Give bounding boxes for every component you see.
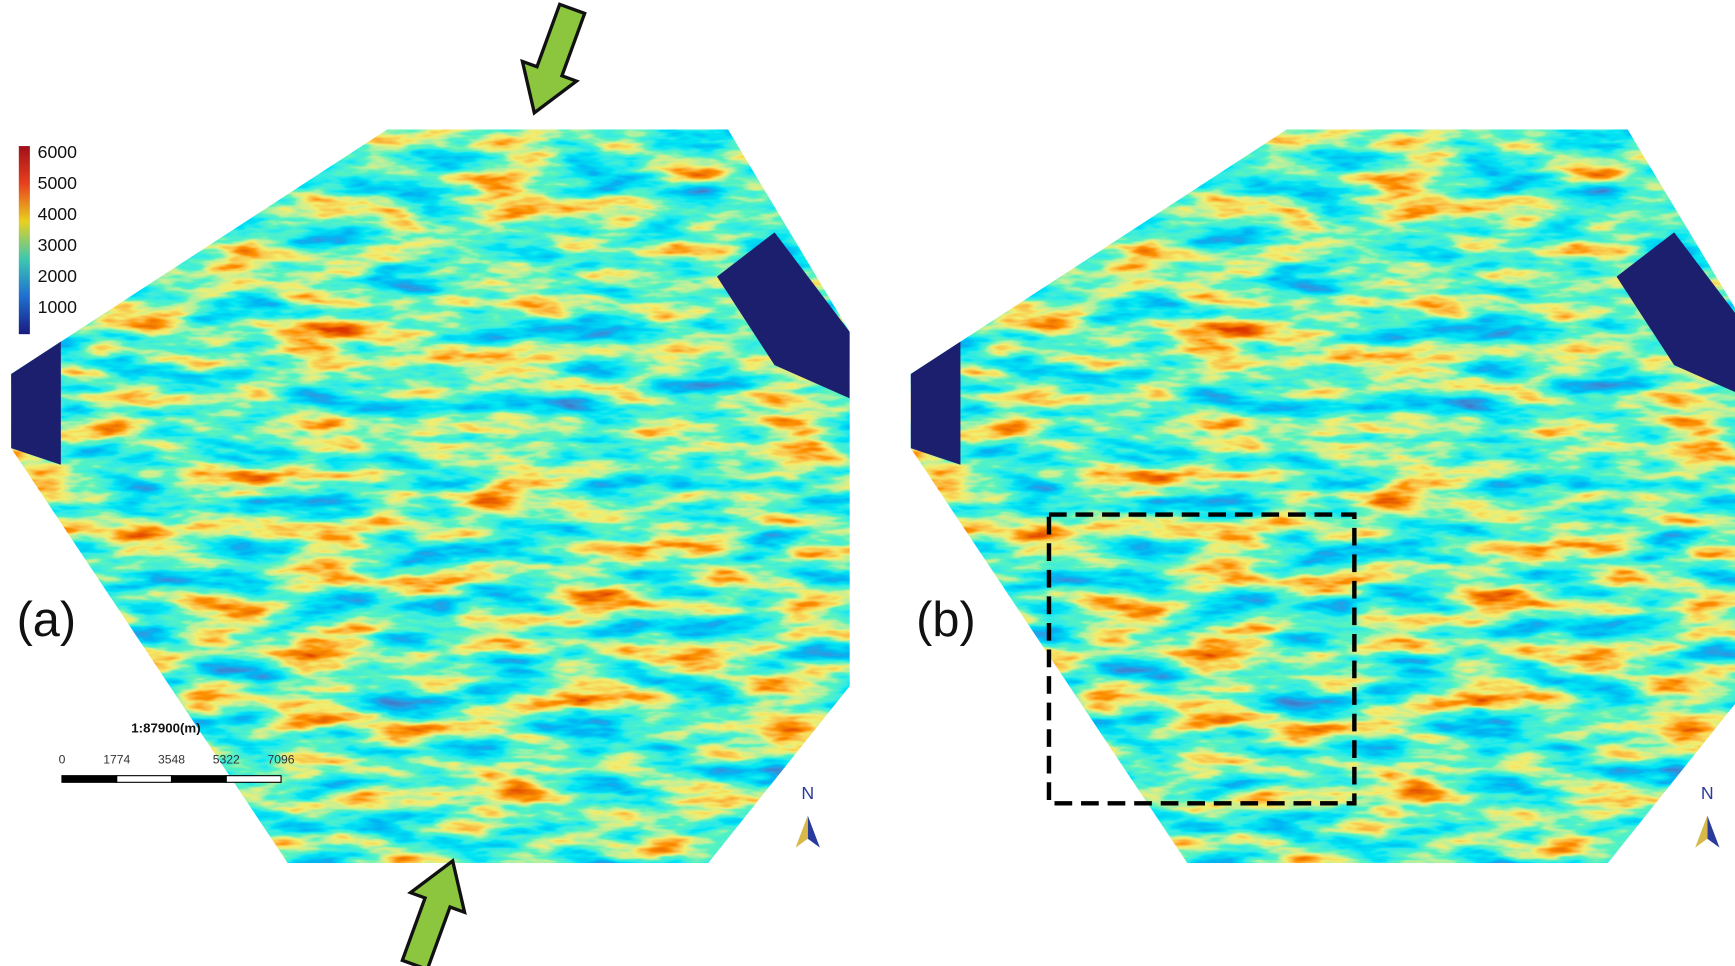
north-arrow bbox=[808, 816, 820, 848]
scale-segment bbox=[117, 776, 172, 783]
colorbar-tick-label: 2000 bbox=[38, 266, 78, 286]
north-arrow bbox=[1707, 816, 1719, 848]
scale-tick-label: 3548 bbox=[158, 752, 185, 766]
scale-segment bbox=[62, 776, 117, 783]
panel-label: (a) bbox=[17, 593, 77, 647]
colorbar bbox=[19, 146, 30, 334]
scale-ratio: 1:87900(m) bbox=[131, 721, 200, 736]
no-data-area bbox=[11, 341, 61, 465]
seismic-map bbox=[900, 122, 1735, 874]
scale-tick-label: 5322 bbox=[213, 752, 240, 766]
scale-segment bbox=[226, 776, 281, 783]
scale-tick-label: 1774 bbox=[103, 752, 130, 766]
north-arrow bbox=[796, 816, 808, 848]
scale-segment bbox=[172, 776, 227, 783]
arrow bbox=[388, 851, 480, 966]
arrow bbox=[507, 0, 599, 123]
seismic-texture bbox=[900, 122, 1735, 874]
no-data-area bbox=[911, 341, 961, 465]
colorbar-tick-label: 4000 bbox=[38, 204, 78, 224]
colorbar-tick-label: 5000 bbox=[38, 173, 78, 193]
page: {"panels": [{"label": "(a)", "north": "N… bbox=[0, 0, 1735, 966]
figure: (a) N (b) N 6000 5000 4000 3000 2000 1000 1:87900(… bbox=[0, 0, 1735, 966]
panel-label: (b) bbox=[916, 593, 976, 647]
scale-tick-label: 7096 bbox=[268, 752, 295, 766]
colorbar-tick-label: 3000 bbox=[38, 235, 78, 255]
north-label: N bbox=[1701, 783, 1714, 803]
scale-tick-label: 0 bbox=[59, 752, 66, 766]
colorbar-tick-label: 1000 bbox=[38, 297, 78, 317]
north-label: N bbox=[801, 783, 814, 803]
colorbar-tick-label: 6000 bbox=[38, 142, 78, 162]
map-panel: (b) N bbox=[900, 122, 1735, 874]
north-arrow bbox=[1695, 816, 1707, 848]
